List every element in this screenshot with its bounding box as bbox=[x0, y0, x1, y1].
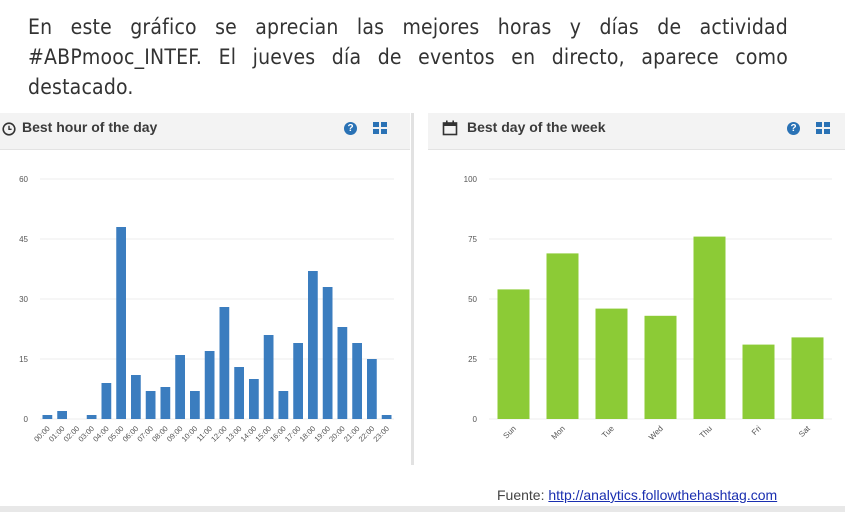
bar bbox=[175, 355, 185, 419]
bar bbox=[742, 344, 775, 419]
panel-title: Best hour of the day bbox=[22, 119, 158, 135]
bar bbox=[116, 227, 126, 419]
bar bbox=[204, 351, 215, 419]
x-tick-label: 16:00 bbox=[268, 424, 288, 444]
intro-text: En este gráfico se aprecian las mejores … bbox=[28, 15, 788, 99]
bar bbox=[337, 327, 348, 419]
panel-header: Best hour of the day ? bbox=[0, 113, 410, 150]
x-tick-label: 13:00 bbox=[224, 424, 244, 444]
grid-view-icon[interactable] bbox=[373, 122, 387, 135]
bar bbox=[145, 391, 156, 419]
y-tick-label: 15 bbox=[19, 355, 28, 364]
x-tick-label: 20:00 bbox=[327, 424, 347, 444]
calendar-icon bbox=[442, 120, 458, 136]
x-tick-label: 14:00 bbox=[239, 424, 259, 444]
x-tick-label: 10:00 bbox=[180, 424, 200, 444]
bar bbox=[367, 359, 377, 419]
x-tick-label: 15:00 bbox=[253, 424, 273, 444]
source-link[interactable]: http://analytics.followthehashtag.com bbox=[548, 487, 778, 503]
bar bbox=[86, 415, 97, 419]
x-tick-label: Mon bbox=[550, 424, 567, 441]
panel-header: Best day of the week ? bbox=[428, 113, 845, 150]
hour-bar-chart: 01530456000:0001:0002:0003:0004:0005:000… bbox=[19, 175, 394, 444]
bar bbox=[381, 415, 392, 419]
x-tick-label: 12:00 bbox=[209, 424, 229, 444]
bar bbox=[190, 391, 200, 419]
x-tick-label: 01:00 bbox=[47, 424, 67, 444]
x-tick-label: 17:00 bbox=[283, 424, 303, 444]
y-tick-label: 60 bbox=[19, 175, 28, 184]
y-tick-label: 30 bbox=[19, 295, 28, 304]
x-tick-label: Wed bbox=[647, 424, 665, 442]
clock-icon bbox=[2, 122, 16, 136]
x-tick-label: 23:00 bbox=[371, 424, 391, 444]
source-label: Fuente: bbox=[497, 487, 545, 503]
day-bar-chart: 0 25 50 75 100 Sun Mon Tue Wed Thu Fri Sat bbox=[464, 175, 832, 442]
y-tick-label: 0 bbox=[473, 415, 478, 424]
panel-title: Best day of the week bbox=[467, 119, 606, 135]
bar bbox=[293, 343, 303, 419]
bar bbox=[352, 343, 362, 419]
panel-divider bbox=[411, 113, 414, 465]
x-tick-label: Sat bbox=[797, 424, 812, 439]
y-tick-label: 0 bbox=[24, 415, 29, 424]
bar bbox=[693, 236, 726, 419]
y-tick-label: 50 bbox=[468, 295, 477, 304]
bar bbox=[263, 335, 274, 419]
y-tick-label: 45 bbox=[19, 235, 28, 244]
bar bbox=[42, 415, 53, 419]
x-tick-label: 00:00 bbox=[32, 424, 52, 444]
bar bbox=[131, 375, 141, 419]
x-tick-label: 03:00 bbox=[76, 424, 96, 444]
x-tick-label: 18:00 bbox=[298, 424, 318, 444]
bar bbox=[249, 379, 259, 419]
x-tick-label: Tue bbox=[600, 424, 616, 440]
x-tick-label: 04:00 bbox=[91, 424, 111, 444]
x-tick-label: 07:00 bbox=[135, 424, 155, 444]
bar bbox=[791, 337, 824, 419]
bar bbox=[278, 391, 289, 419]
x-tick-label: 08:00 bbox=[150, 424, 170, 444]
x-tick-label: Fri bbox=[750, 424, 763, 437]
x-tick-label: Sun bbox=[501, 424, 517, 440]
x-tick-label: 09:00 bbox=[165, 424, 185, 444]
x-tick-label: 19:00 bbox=[312, 424, 332, 444]
x-tick-label: 06:00 bbox=[121, 424, 141, 444]
bar bbox=[595, 308, 628, 419]
x-tick-label: 02:00 bbox=[62, 424, 82, 444]
bar bbox=[234, 367, 244, 419]
y-tick-label: 25 bbox=[468, 355, 477, 364]
bar bbox=[546, 253, 579, 419]
bar bbox=[160, 387, 171, 419]
source-credit: Fuente: http://analytics.followthehashta… bbox=[497, 487, 777, 503]
bar bbox=[219, 307, 230, 419]
bar bbox=[497, 289, 530, 419]
bar bbox=[322, 287, 333, 419]
grid-view-icon[interactable] bbox=[816, 122, 830, 135]
bar bbox=[57, 411, 67, 419]
bottom-bar bbox=[0, 506, 845, 512]
bar bbox=[308, 271, 318, 419]
x-tick-label: 22:00 bbox=[357, 424, 377, 444]
bar bbox=[644, 315, 677, 419]
x-tick-label: 21:00 bbox=[342, 424, 362, 444]
x-tick-label: 05:00 bbox=[106, 424, 126, 444]
bar bbox=[101, 383, 112, 419]
y-tick-label: 100 bbox=[464, 175, 478, 184]
help-icon[interactable]: ? bbox=[344, 122, 357, 135]
x-tick-label: Thu bbox=[698, 424, 714, 440]
help-icon[interactable]: ? bbox=[787, 122, 800, 135]
y-tick-label: 75 bbox=[468, 235, 477, 244]
